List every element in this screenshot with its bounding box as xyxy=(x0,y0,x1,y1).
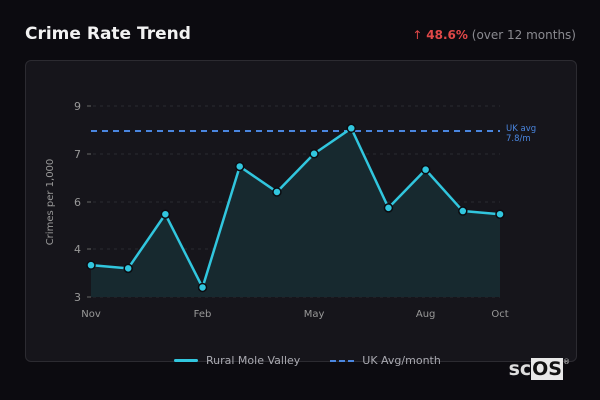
legend-label-reference: UK Avg/month xyxy=(362,354,441,367)
svg-text:Feb: Feb xyxy=(194,309,212,320)
svg-text:Crimes per 1,000: Crimes per 1,000 xyxy=(45,159,56,246)
change-period: (over 12 months) xyxy=(471,28,576,42)
change-summary: ↑ 48.6% (over 12 months) xyxy=(412,28,576,42)
svg-text:Oct: Oct xyxy=(491,309,508,320)
legend-label-series: Rural Mole Valley xyxy=(206,354,301,367)
change-percent: 48.6% xyxy=(426,28,468,42)
svg-text:7.8/m: 7.8/m xyxy=(506,134,531,144)
legend-swatch-solid xyxy=(174,359,198,362)
svg-text:3: 3 xyxy=(74,291,81,304)
svg-text:9: 9 xyxy=(74,100,81,113)
svg-text:4: 4 xyxy=(74,243,81,256)
page-title: Crime Rate Trend xyxy=(25,24,191,44)
svg-text:6: 6 xyxy=(74,196,81,209)
svg-text:UK avg: UK avg xyxy=(506,124,536,134)
chart-legend: Rural Mole Valley UK Avg/month xyxy=(174,354,441,367)
svg-text:Aug: Aug xyxy=(416,309,436,320)
brand-logo: scOS® xyxy=(508,358,570,380)
svg-text:May: May xyxy=(304,309,325,320)
svg-text:Nov: Nov xyxy=(81,309,101,320)
legend-swatch-dashed xyxy=(330,359,355,362)
trend-up-icon: ↑ xyxy=(412,28,423,42)
svg-text:7: 7 xyxy=(74,148,81,161)
